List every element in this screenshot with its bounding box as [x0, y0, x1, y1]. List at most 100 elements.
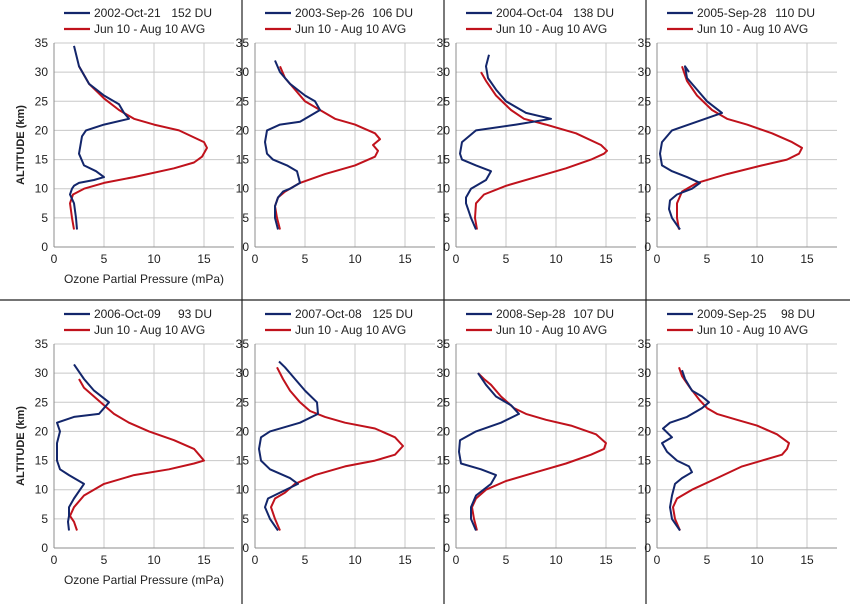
series-line-average: [676, 65, 803, 230]
x-tick-label: 10: [348, 252, 362, 266]
legend-total-ozone: 138 DU: [573, 6, 614, 20]
x-tick-label: 5: [704, 553, 711, 567]
y-tick-label: 25: [236, 395, 250, 409]
y-tick-label: 30: [35, 366, 49, 380]
y-tick-label: 20: [638, 123, 652, 137]
legend-label-average: Jun 10 - Aug 10 AVG: [697, 22, 808, 36]
x-tick-label: 15: [398, 553, 412, 567]
series-line-observed: [258, 360, 319, 532]
y-tick-label: 0: [644, 240, 651, 254]
y-tick-label: 20: [236, 123, 250, 137]
series-line-average: [270, 366, 404, 531]
y-tick-label: 10: [236, 182, 250, 196]
y-tick-label: 30: [437, 366, 451, 380]
series-line-observed: [264, 60, 321, 230]
legend-label-observed: 2003-Sep-26: [295, 6, 365, 20]
x-tick-label: 5: [101, 252, 108, 266]
y-tick-label: 5: [644, 512, 651, 526]
y-tick-label: 15: [638, 153, 652, 167]
legend-label-observed: 2008-Sep-28: [496, 307, 566, 321]
y-tick-label: 0: [443, 541, 450, 555]
legend-label-observed: 2006-Oct-09: [94, 307, 161, 321]
y-tick-label: 20: [35, 123, 49, 137]
series-line-average: [471, 372, 607, 531]
y-tick-label: 5: [242, 211, 249, 225]
x-tick-label: 0: [654, 252, 661, 266]
y-tick-label: 35: [236, 36, 250, 50]
y-tick-label: 25: [437, 395, 451, 409]
x-tick-label: 0: [453, 553, 460, 567]
x-tick-label: 15: [197, 252, 211, 266]
x-tick-label: 5: [302, 553, 309, 567]
ozone-chart-panel-1: 0 5 10 15 20 25 30 35 0 5 10 15 ALTITUDE (km) Ozone P…: [15, 6, 234, 286]
y-tick-label: 15: [35, 454, 49, 468]
legend-total-ozone: 98 DU: [781, 307, 815, 321]
y-tick-label: 10: [437, 483, 451, 497]
y-tick-label: 10: [638, 182, 652, 196]
y-tick-label: 10: [437, 182, 451, 196]
x-tick-label: 15: [800, 252, 814, 266]
series-line-average: [69, 378, 205, 531]
series-line-average: [672, 366, 790, 531]
legend-total-ozone: 152 DU: [171, 6, 212, 20]
x-tick-label: 0: [51, 553, 58, 567]
y-tick-label: 10: [638, 483, 652, 497]
y-tick-label: 35: [638, 337, 652, 351]
y-tick-label: 5: [242, 512, 249, 526]
x-tick-label: 0: [453, 252, 460, 266]
x-tick-label: 15: [398, 252, 412, 266]
series-line-observed: [458, 372, 520, 531]
series-line-average: [474, 71, 608, 230]
ozone-chart-panel-5: 0 5 10 15 20 25 30 35 0 5 10 15 ALTITUDE (km) Ozone P…: [15, 307, 234, 587]
x-tick-label: 5: [503, 553, 510, 567]
x-axis-label: Ozone Partial Pressure (mPa): [64, 573, 224, 587]
x-tick-label: 5: [704, 252, 711, 266]
ozone-chart-panel-6: 0 5 10 15 20 25 30 35 0 5 10 15 2007-Oct-08 125 DU Jun…: [236, 307, 435, 567]
y-tick-label: 0: [41, 240, 48, 254]
y-tick-label: 35: [437, 337, 451, 351]
y-tick-label: 0: [242, 240, 249, 254]
x-tick-label: 0: [654, 553, 661, 567]
y-tick-label: 25: [638, 94, 652, 108]
x-tick-label: 0: [252, 252, 259, 266]
series-line-observed: [459, 54, 552, 230]
y-axis-label: ALTITUDE (km): [15, 406, 27, 486]
series-line-observed: [661, 369, 710, 532]
x-tick-label: 10: [750, 553, 764, 567]
y-tick-label: 35: [437, 36, 451, 50]
x-tick-label: 10: [750, 252, 764, 266]
legend-label-average: Jun 10 - Aug 10 AVG: [94, 22, 205, 36]
ozone-chart-panel-2: 0 5 10 15 20 25 30 35 0 5 10 15 2003-Sep-26 106 DU Jun…: [236, 6, 435, 266]
y-tick-label: 0: [443, 240, 450, 254]
y-tick-label: 30: [638, 65, 652, 79]
y-tick-label: 30: [638, 366, 652, 380]
y-tick-label: 5: [644, 211, 651, 225]
y-tick-label: 20: [236, 424, 250, 438]
y-tick-label: 35: [638, 36, 652, 50]
ozone-chart-panel-3: 0 5 10 15 20 25 30 35 0 5 10 15 2004-Oct-04 138 DU Jun…: [437, 6, 636, 266]
y-tick-label: 15: [638, 454, 652, 468]
y-tick-label: 35: [35, 36, 49, 50]
series-line-average: [274, 65, 381, 230]
legend-total-ozone: 110 DU: [775, 6, 815, 20]
y-tick-label: 15: [236, 454, 250, 468]
legend-label-average: Jun 10 - Aug 10 AVG: [94, 323, 205, 337]
y-tick-label: 5: [41, 512, 48, 526]
y-tick-label: 10: [35, 182, 49, 196]
x-tick-label: 0: [252, 553, 259, 567]
series-line-average: [69, 65, 208, 230]
x-tick-label: 15: [800, 553, 814, 567]
y-tick-label: 20: [35, 424, 49, 438]
legend-label-average: Jun 10 - Aug 10 AVG: [295, 323, 406, 337]
series-line-observed: [659, 65, 723, 231]
y-tick-label: 0: [41, 541, 48, 555]
legend-total-ozone: 93 DU: [178, 307, 212, 321]
ozone-chart-panel-8: 0 5 10 15 20 25 30 35 0 5 10 15 2009-Sep-25 98 DU Jun …: [638, 307, 837, 567]
y-tick-label: 20: [638, 424, 652, 438]
y-tick-label: 0: [242, 541, 249, 555]
legend-label-average: Jun 10 - Aug 10 AVG: [295, 22, 406, 36]
series-line-observed: [56, 363, 110, 531]
legend-label-observed: 2002-Oct-21: [94, 6, 161, 20]
